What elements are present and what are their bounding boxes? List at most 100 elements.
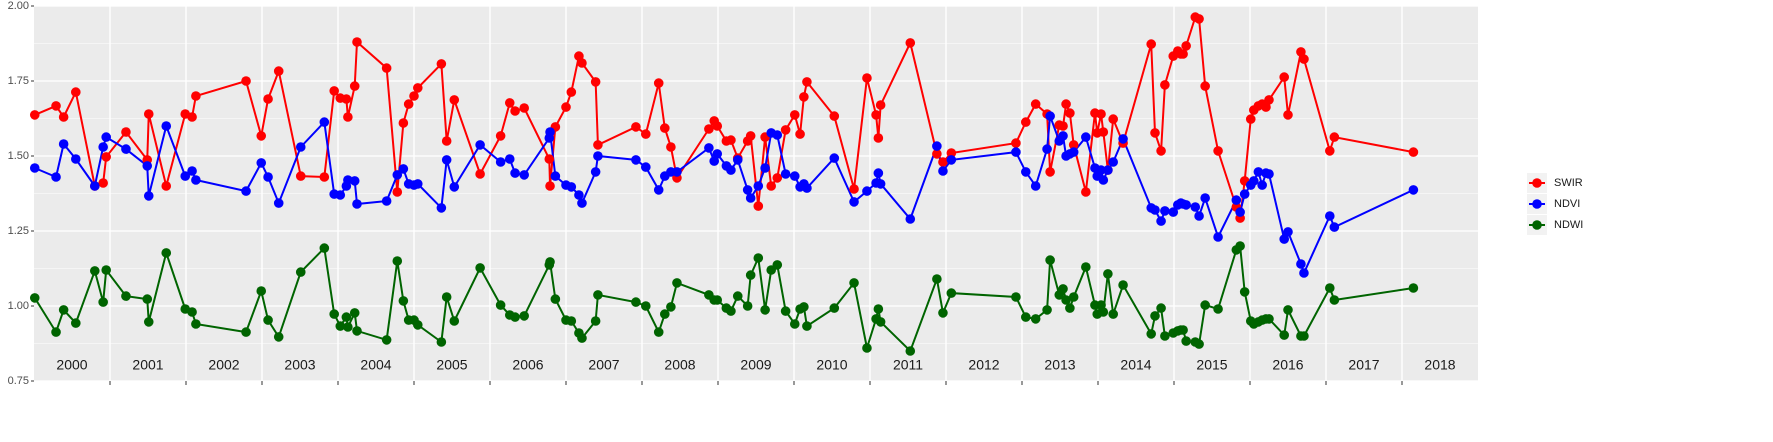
data-point [799, 302, 809, 312]
x-tick-label: 2005 [436, 357, 467, 373]
data-point [550, 171, 561, 181]
data-point [352, 37, 362, 47]
data-point [1150, 128, 1160, 138]
data-point [753, 181, 764, 191]
data-point [519, 311, 529, 321]
data-point [58, 112, 69, 122]
data-point [256, 286, 267, 296]
data-point [51, 101, 61, 111]
data-point [413, 179, 423, 189]
legend-label: SWIR [1554, 177, 1583, 189]
data-point [704, 124, 714, 134]
data-point [1011, 147, 1021, 157]
data-point [90, 266, 100, 276]
data-point [1325, 211, 1335, 221]
data-point [295, 142, 306, 152]
data-point [1021, 312, 1031, 322]
data-point [352, 199, 362, 209]
data-point [566, 316, 577, 326]
data-point [510, 168, 520, 178]
data-point [101, 152, 111, 162]
data-point [142, 294, 153, 304]
data-point [142, 161, 153, 171]
data-point [653, 185, 664, 195]
data-point [780, 125, 791, 135]
data-point [1253, 167, 1264, 177]
data-point [241, 76, 251, 86]
data-point [403, 99, 414, 109]
data-point [631, 155, 641, 165]
data-point [161, 121, 172, 131]
data-point [1146, 39, 1156, 49]
data-point [187, 112, 197, 122]
data-point [90, 181, 100, 191]
data-point [1261, 102, 1271, 112]
data-point [1181, 336, 1191, 346]
data-point [631, 122, 641, 132]
data-point [704, 143, 714, 153]
x-tick-label: 2000 [56, 357, 87, 373]
data-point [349, 308, 360, 318]
y-tick-label: 0.75 [8, 375, 29, 387]
y-tick-label: 2.00 [8, 0, 29, 12]
data-point [495, 300, 506, 310]
data-point [409, 91, 419, 101]
data-point [1098, 307, 1109, 317]
data-point [398, 296, 409, 306]
data-point [101, 265, 111, 275]
data-point [712, 121, 723, 131]
data-point [1178, 49, 1188, 59]
data-point [495, 157, 506, 167]
data-point [191, 319, 201, 329]
x-tick-label: 2001 [132, 357, 163, 373]
data-point [1239, 287, 1250, 297]
data-point [413, 83, 423, 93]
data-point [544, 154, 555, 164]
data-point [475, 263, 485, 273]
data-point [742, 301, 753, 311]
data-point [191, 175, 201, 185]
data-point [1108, 157, 1118, 167]
data-point [1061, 99, 1071, 109]
data-point [263, 315, 273, 325]
data-point [590, 77, 601, 87]
data-point [449, 95, 460, 105]
data-point [273, 66, 284, 76]
data-point [666, 142, 676, 152]
data-point [352, 326, 362, 336]
data-point [593, 140, 603, 150]
data-point [349, 81, 360, 91]
data-point [1045, 255, 1055, 265]
data-point [590, 316, 601, 326]
data-point [862, 186, 872, 196]
data-point [1283, 227, 1293, 237]
data-point [143, 191, 154, 201]
data-point [641, 162, 651, 172]
data-point [1325, 146, 1335, 156]
data-point [742, 185, 753, 195]
data-point [519, 103, 529, 113]
data-point [732, 291, 743, 301]
x-tick-label: 2013 [1044, 357, 1075, 373]
y-tick-label: 1.50 [8, 150, 29, 162]
data-point [413, 320, 423, 330]
data-point [760, 305, 770, 315]
data-point [1108, 309, 1118, 319]
data-point [1181, 41, 1191, 51]
data-point [1058, 121, 1068, 131]
data-point [875, 100, 886, 110]
data-point [335, 190, 346, 200]
y-tick-label: 1.00 [8, 300, 29, 312]
data-point [577, 58, 587, 68]
data-point [802, 321, 812, 331]
data-point [436, 59, 447, 69]
data-point [29, 110, 40, 120]
data-point [1168, 207, 1179, 217]
data-point [1213, 146, 1223, 156]
data-point [1096, 109, 1106, 119]
data-point [1160, 331, 1170, 341]
data-point [263, 94, 273, 104]
data-point [98, 297, 108, 307]
data-point [745, 193, 756, 203]
data-point [1156, 216, 1166, 226]
